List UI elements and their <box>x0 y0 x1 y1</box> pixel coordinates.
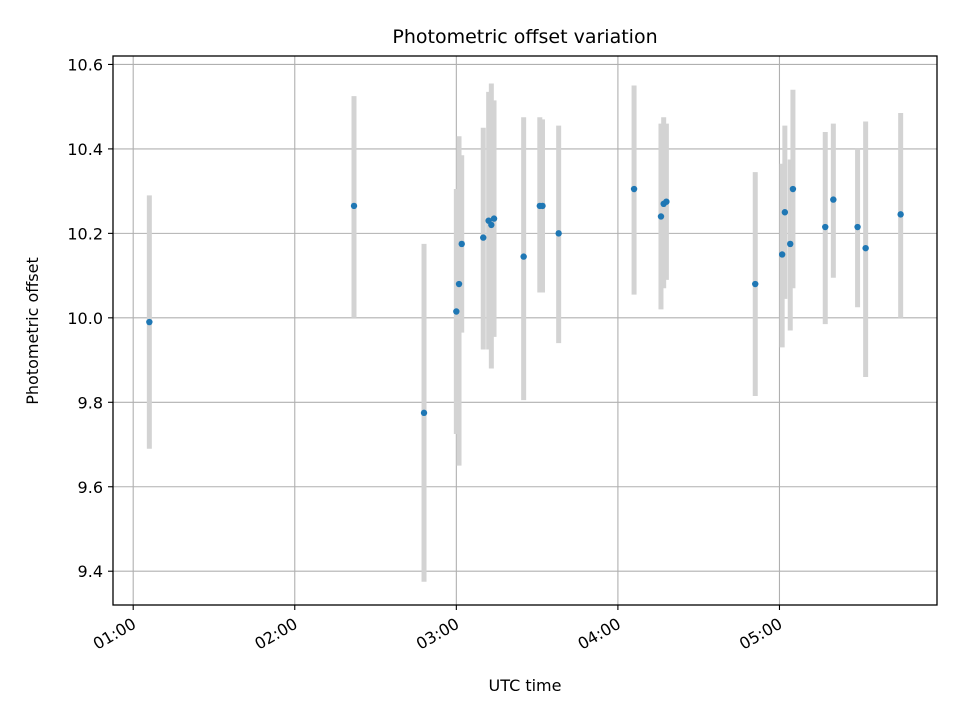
data-point <box>488 221 495 229</box>
data-point <box>830 196 837 203</box>
data-point <box>458 240 465 248</box>
data-point <box>897 211 904 218</box>
data-point <box>778 251 786 258</box>
data-point <box>350 202 358 210</box>
y-tick-label: 10.6 <box>67 55 103 74</box>
data-point <box>752 280 759 288</box>
y-tick-label: 9.4 <box>78 562 103 581</box>
data-points <box>146 185 904 417</box>
plot-frame <box>112 55 938 606</box>
y-axis: 9.4 9.6 9.8 10.0 10.2 10.4 10.6 <box>67 55 113 581</box>
data-point <box>146 318 153 326</box>
chart-title: Photometric offset variation <box>392 26 657 48</box>
data-point <box>854 223 861 231</box>
y-axis-title: Photometric offset <box>23 257 42 405</box>
y-tick-label: 10.0 <box>67 309 103 328</box>
data-point <box>539 202 546 210</box>
data-point <box>789 185 797 193</box>
y-tick-label: 9.8 <box>78 393 103 412</box>
data-point <box>781 209 789 216</box>
data-point <box>630 185 638 193</box>
y-tick-label: 10.2 <box>67 224 103 243</box>
data-point <box>663 198 670 205</box>
data-point <box>862 244 869 252</box>
data-point <box>490 215 498 222</box>
data-point <box>420 409 428 417</box>
data-point <box>822 223 829 231</box>
data-point <box>657 213 665 220</box>
y-tick-label: 10.4 <box>67 140 103 159</box>
data-point <box>520 253 527 260</box>
y-tick-label: 9.6 <box>78 478 103 497</box>
data-point <box>453 308 460 315</box>
data-point <box>555 230 562 237</box>
x-axis-title: UTC time <box>489 676 562 695</box>
data-point <box>455 280 463 288</box>
data-point <box>480 234 487 241</box>
data-point <box>787 240 794 248</box>
